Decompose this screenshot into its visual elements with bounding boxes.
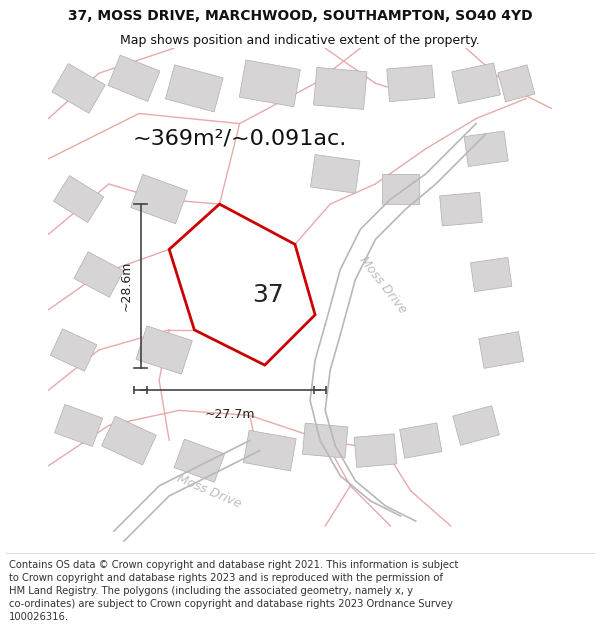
- Polygon shape: [354, 434, 397, 468]
- Polygon shape: [314, 68, 367, 109]
- Text: ~369m²/~0.091ac.: ~369m²/~0.091ac.: [133, 129, 347, 149]
- Polygon shape: [244, 431, 296, 471]
- Text: Contains OS data © Crown copyright and database right 2021. This information is : Contains OS data © Crown copyright and d…: [9, 560, 458, 570]
- Polygon shape: [470, 258, 512, 292]
- Text: 100026316.: 100026316.: [9, 612, 69, 622]
- Text: ~28.6m: ~28.6m: [120, 261, 133, 311]
- Text: 37: 37: [252, 282, 284, 307]
- Polygon shape: [302, 423, 348, 458]
- Text: co-ordinates) are subject to Crown copyright and database rights 2023 Ordnance S: co-ordinates) are subject to Crown copyr…: [9, 599, 453, 609]
- Polygon shape: [387, 65, 434, 102]
- Polygon shape: [400, 423, 442, 458]
- Polygon shape: [311, 154, 360, 193]
- Text: ~27.7m: ~27.7m: [205, 408, 256, 421]
- Text: HM Land Registry. The polygons (including the associated geometry, namely x, y: HM Land Registry. The polygons (includin…: [9, 586, 413, 596]
- Polygon shape: [498, 65, 535, 102]
- Polygon shape: [108, 55, 160, 101]
- Polygon shape: [174, 439, 224, 482]
- Text: Map shows position and indicative extent of the property.: Map shows position and indicative extent…: [120, 34, 480, 47]
- Polygon shape: [74, 252, 124, 298]
- Text: 37, MOSS DRIVE, MARCHWOOD, SOUTHAMPTON, SO40 4YD: 37, MOSS DRIVE, MARCHWOOD, SOUTHAMPTON, …: [68, 9, 532, 22]
- Polygon shape: [440, 192, 482, 226]
- Polygon shape: [55, 404, 103, 446]
- Polygon shape: [479, 332, 524, 368]
- Text: to Crown copyright and database rights 2023 and is reproduced with the permissio: to Crown copyright and database rights 2…: [9, 573, 443, 583]
- Polygon shape: [52, 64, 106, 113]
- Polygon shape: [50, 329, 97, 371]
- Text: Moss Drive: Moss Drive: [357, 254, 409, 316]
- Text: Moss Drive: Moss Drive: [175, 471, 244, 510]
- Polygon shape: [239, 60, 301, 107]
- Polygon shape: [166, 65, 223, 112]
- Polygon shape: [453, 406, 499, 445]
- Polygon shape: [382, 174, 419, 204]
- Polygon shape: [452, 63, 500, 104]
- Polygon shape: [136, 326, 193, 374]
- Polygon shape: [203, 238, 266, 291]
- Polygon shape: [464, 131, 508, 166]
- Polygon shape: [53, 176, 104, 222]
- Polygon shape: [131, 174, 188, 224]
- Polygon shape: [169, 204, 315, 365]
- Polygon shape: [101, 416, 157, 465]
